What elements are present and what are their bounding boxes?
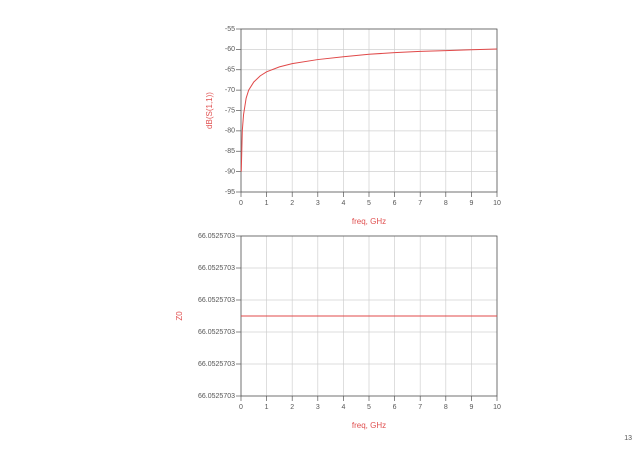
y-tick-label: 66.0525703	[198, 361, 235, 368]
y-axis-label: Z0	[175, 311, 184, 321]
y-tick-label: -70	[225, 87, 235, 94]
y-tick-label: -65	[225, 67, 235, 74]
x-tick-label: 4	[341, 200, 345, 207]
y-tick-label: -90	[225, 168, 235, 175]
y-axis-label: dB(S(1,1))	[205, 92, 214, 129]
plot-frame	[240, 28, 498, 193]
x-tick-label: 9	[469, 404, 473, 411]
x-tick-label: 0	[239, 200, 243, 207]
x-tick-label: 6	[393, 404, 397, 411]
y-tick-label: 66.0525703	[198, 233, 235, 240]
y-tick-label: 66.0525703	[198, 297, 235, 304]
y-tick-label: 66.0525703	[198, 393, 235, 400]
x-tick-label: 3	[316, 404, 320, 411]
y-tick-label: -85	[225, 148, 235, 155]
y-tick-label: -75	[225, 107, 235, 114]
x-tick-label: 0	[239, 404, 243, 411]
x-tick-label: 2	[290, 200, 294, 207]
x-tick-label: 10	[493, 404, 501, 411]
x-tick-label: 10	[493, 200, 501, 207]
x-tick-label: 7	[418, 404, 422, 411]
x-tick-label: 8	[444, 404, 448, 411]
x-tick-label: 1	[265, 404, 269, 411]
x-tick-label: 2	[290, 404, 294, 411]
page-number: 13	[624, 435, 632, 442]
y-tick-label: -55	[225, 26, 235, 33]
x-tick-label: 6	[393, 200, 397, 207]
x-axis-label: freq, GHz	[352, 217, 386, 226]
x-tick-label: 7	[418, 200, 422, 207]
x-tick-label: 8	[444, 200, 448, 207]
y-tick-label: 66.0525703	[198, 329, 235, 336]
x-tick-label: 5	[367, 200, 371, 207]
y-tick-label: -80	[225, 128, 235, 135]
x-tick-label: 1	[265, 200, 269, 207]
y-tick-label: -60	[225, 46, 235, 53]
x-tick-label: 9	[469, 200, 473, 207]
y-tick-label: -95	[225, 189, 235, 196]
y-tick-label: 66.0525703	[198, 265, 235, 272]
series-line	[240, 48, 498, 172]
x-axis-label: freq, GHz	[352, 421, 386, 430]
x-tick-label: 3	[316, 200, 320, 207]
x-tick-label: 4	[341, 404, 345, 411]
x-tick-label: 5	[367, 404, 371, 411]
